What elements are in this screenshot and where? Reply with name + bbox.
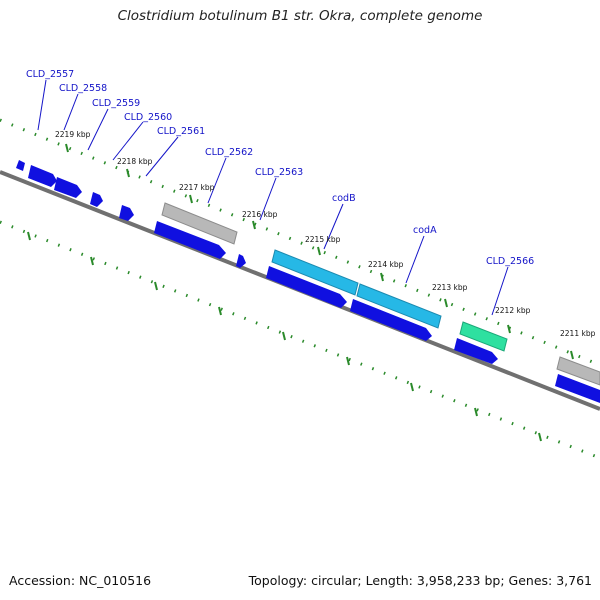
tick-mark: [507, 324, 511, 334]
position-label: 2214 kbp: [368, 260, 404, 269]
cds-arrow[interactable]: [236, 254, 246, 268]
gene-label: CLD_2559: [92, 98, 140, 109]
tick-mark: [317, 246, 321, 256]
inner-tick-mark: [538, 432, 542, 442]
cds-arrow[interactable]: [154, 221, 226, 259]
outer-scale: [0, 118, 600, 367]
leader-line: [207, 157, 227, 204]
inner-tick-mark: [27, 231, 31, 241]
inner-tick-mark: [154, 281, 158, 291]
leader-line: [63, 93, 79, 131]
leader-line: [405, 235, 425, 284]
gene-feature-green[interactable]: [459, 321, 508, 352]
gene-features: [161, 202, 600, 386]
gene-label: CLD_2563: [255, 167, 303, 178]
cds-arrow[interactable]: [54, 177, 82, 198]
gene-label: CLD_2557: [26, 69, 74, 80]
accession-text: Accession: NC_010516: [9, 573, 152, 588]
cds-arrow[interactable]: [555, 374, 600, 403]
cds-arrow[interactable]: [266, 266, 347, 308]
tick-mark: [126, 168, 130, 178]
cds-arrow[interactable]: [16, 160, 25, 171]
gene-label: codA: [413, 225, 437, 236]
tick-mark: [570, 350, 574, 360]
tick-mark: [252, 220, 256, 230]
gene-feature-grey[interactable]: [161, 202, 238, 245]
leader-line: [145, 136, 179, 177]
gene-feature-codB[interactable]: [271, 249, 359, 296]
cds-arrow[interactable]: [454, 338, 498, 364]
position-label: 2216 kbp: [242, 210, 278, 219]
inner-tick-mark: [90, 256, 94, 266]
position-label: 2211 kbp: [560, 329, 596, 338]
leader-line: [259, 177, 277, 221]
gene-label: CLD_2558: [59, 83, 107, 94]
leader-line: [37, 79, 47, 131]
map-title: Clostridium botulinum B1 str. Okra, comp…: [117, 8, 483, 24]
inner-tick-mark: [410, 382, 414, 392]
leader-line: [112, 121, 144, 161]
tick-mark: [380, 272, 384, 282]
gene-label: CLD_2566: [486, 256, 534, 267]
position-labels: 2219 kbp 2218 kbp 2217 kbp 2216 kbp 2215…: [55, 130, 596, 338]
position-label: 2217 kbp: [179, 183, 215, 192]
tick-mark: [189, 194, 193, 204]
cds-arrow[interactable]: [119, 205, 134, 221]
inner-tick-mark: [474, 407, 478, 417]
position-label: 2213 kbp: [432, 283, 468, 292]
inner-tick-mark: [218, 306, 222, 316]
gene-label: codB: [332, 193, 356, 204]
tick-mark: [65, 143, 69, 153]
leader-line: [323, 203, 344, 250]
outer-dotted-line: [0, 118, 600, 367]
cds-arrow[interactable]: [350, 299, 432, 341]
leader-line: [491, 266, 509, 316]
cds-arrow[interactable]: [90, 192, 103, 207]
gene-feature-grey-edge[interactable]: [556, 356, 600, 386]
gene-label-leaders: [37, 79, 509, 316]
gene-label: CLD_2560: [124, 112, 172, 123]
genome-summary-text: Topology: circular; Length: 3,958,233 bp…: [248, 573, 592, 588]
inner-scale: [0, 220, 600, 460]
cds-track: [16, 160, 600, 403]
leader-line: [87, 108, 109, 151]
tick-mark: [444, 298, 448, 308]
position-label: 2218 kbp: [117, 157, 153, 166]
cds-arrow[interactable]: [28, 165, 57, 187]
position-label: 2219 kbp: [55, 130, 91, 139]
position-label: 2212 kbp: [495, 306, 531, 315]
gene-label: CLD_2562: [205, 147, 253, 158]
inner-tick-mark: [346, 356, 350, 366]
inner-tick-mark: [282, 331, 286, 341]
gene-labels: CLD_2557 CLD_2558 CLD_2559 CLD_2560 CLD_…: [26, 69, 534, 267]
position-label: 2215 kbp: [305, 235, 341, 244]
gene-label: CLD_2561: [157, 126, 205, 137]
gene-feature-codA[interactable]: [356, 283, 442, 329]
